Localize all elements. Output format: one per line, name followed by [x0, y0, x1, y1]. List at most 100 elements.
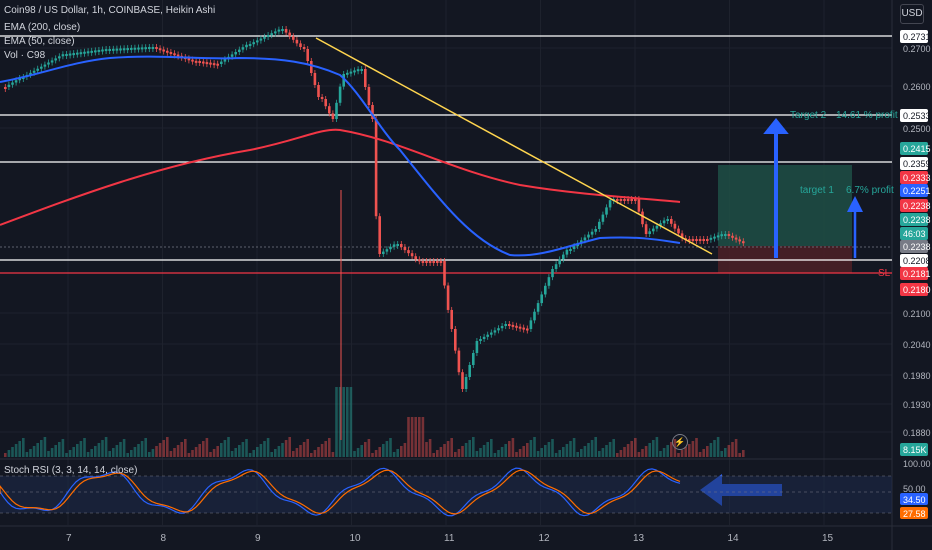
x-tick-label: 11	[444, 533, 455, 544]
volume-bar	[432, 453, 435, 457]
candle	[691, 239, 695, 241]
volume-bar	[670, 442, 673, 457]
volume-bar	[274, 449, 277, 457]
candle	[349, 71, 353, 74]
volume-bar	[342, 387, 345, 457]
candle	[619, 199, 623, 201]
candle	[47, 62, 50, 65]
volume-bar	[695, 438, 698, 457]
price-label: 0.2415	[903, 144, 931, 154]
price-label-box	[900, 254, 928, 267]
candle	[112, 48, 115, 51]
candle	[256, 40, 259, 43]
volume-bar	[572, 438, 576, 457]
volume-bar	[4, 453, 7, 457]
volume-bar	[652, 440, 655, 457]
price-label-box	[900, 30, 928, 43]
volume-bar	[313, 450, 317, 457]
stoch-k-value: 34.50	[903, 495, 926, 505]
volume-bar	[475, 451, 479, 457]
candle	[508, 324, 511, 326]
volume-bar	[533, 437, 536, 457]
x-tick-label: 10	[350, 533, 362, 544]
volume-bar	[479, 448, 482, 457]
candle	[594, 229, 597, 232]
volume-bar	[565, 444, 569, 457]
volume-bar	[281, 443, 284, 457]
volume-bar	[259, 444, 263, 457]
candle	[529, 320, 533, 329]
candle	[518, 326, 522, 329]
volume-bar	[403, 443, 407, 457]
volume-bar	[691, 441, 695, 457]
volume-bar	[216, 446, 219, 457]
candle	[335, 102, 338, 119]
candle	[374, 119, 378, 217]
candle	[706, 239, 709, 241]
volume-bar	[551, 439, 554, 457]
price-label-box	[900, 109, 928, 122]
volume-bar	[97, 443, 101, 457]
stoch-rsi-legend[interactable]: Stoch RSI (3, 3, 14, 14, close)	[4, 465, 138, 476]
volume-bar	[299, 445, 302, 457]
volume-bar	[536, 451, 540, 457]
candle	[418, 259, 421, 262]
candle	[115, 48, 119, 51]
volume-bar	[220, 443, 223, 457]
candle	[4, 87, 7, 89]
candle	[119, 48, 122, 51]
volume-bar	[626, 444, 630, 457]
candle	[475, 341, 479, 353]
volume-legend[interactable]: Vol · C98	[4, 50, 46, 61]
volume-bar	[194, 447, 198, 457]
candle	[266, 35, 270, 37]
volume-bar	[601, 448, 605, 457]
volume-bar	[90, 449, 93, 457]
lightning-icon[interactable]: ⚡	[672, 434, 688, 450]
volume-bar	[22, 438, 25, 457]
volume-bar	[616, 453, 619, 457]
currency-button[interactable]: USD	[900, 4, 924, 24]
candle	[198, 61, 201, 63]
volume-bar	[158, 443, 162, 457]
volume-bar	[180, 442, 183, 457]
ema50-legend[interactable]: EMA (50, close)	[4, 36, 75, 47]
candle	[497, 328, 500, 331]
stoch-tick-label: 50.00	[903, 484, 926, 494]
candle	[14, 80, 18, 83]
volume-bar	[50, 448, 54, 457]
volume-bar	[40, 440, 43, 457]
price-label: 0.2333	[903, 173, 931, 183]
volume-bar	[605, 445, 608, 457]
volume-bar	[295, 448, 299, 457]
candle	[360, 69, 363, 71]
volume-bar	[288, 437, 291, 457]
candle	[670, 219, 673, 224]
volume-bar	[187, 453, 191, 457]
volume-bar	[713, 440, 716, 457]
volume-bar	[349, 387, 353, 457]
candle	[410, 253, 414, 257]
volume-bar	[598, 451, 601, 457]
ema200-legend[interactable]: EMA (200, close)	[4, 22, 81, 33]
price-label: 0.2359	[903, 159, 931, 169]
target2-label: Target 2	[790, 110, 827, 121]
volume-bar	[212, 449, 216, 457]
volume-bar	[86, 452, 90, 457]
volume-bar	[637, 452, 641, 457]
candle	[162, 49, 165, 52]
volume-bar	[414, 417, 417, 457]
candle	[540, 294, 543, 304]
candle	[688, 239, 691, 241]
candle	[680, 233, 684, 239]
x-tick-label: 15	[822, 533, 834, 544]
candle	[659, 223, 662, 226]
volume-bar	[47, 451, 50, 457]
candle	[11, 82, 14, 85]
price-label: 0.2731	[903, 32, 931, 42]
stoch-band	[0, 476, 892, 513]
candle	[727, 234, 731, 236]
price-label: 0.2238	[903, 201, 931, 211]
volume-bar	[104, 437, 108, 457]
candle	[281, 29, 284, 31]
